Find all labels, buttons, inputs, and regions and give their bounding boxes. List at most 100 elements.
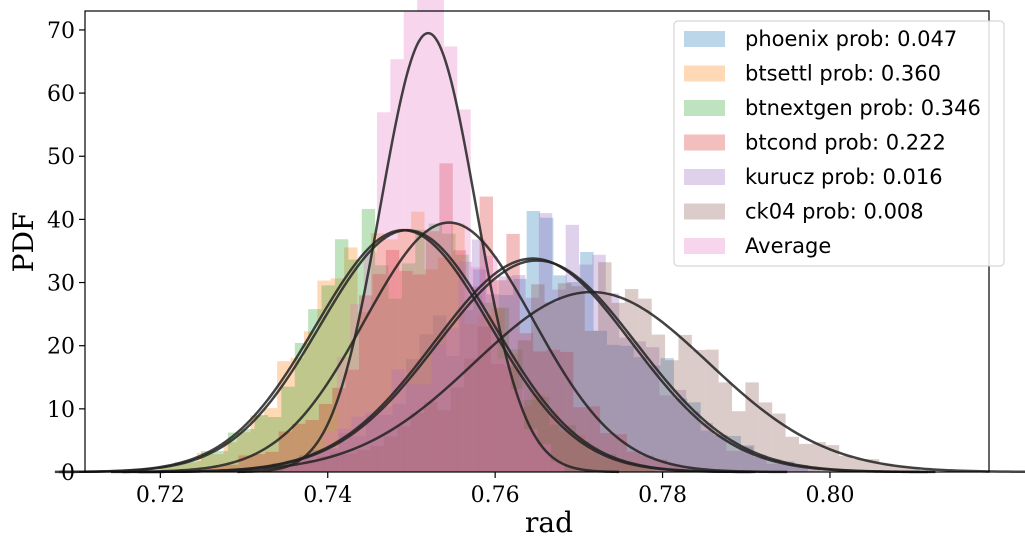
histogram-bar	[479, 196, 493, 472]
histogram-bar	[600, 432, 614, 472]
histogram-bar	[667, 464, 681, 472]
histogram-bar	[531, 284, 545, 472]
histogram-bar	[504, 366, 518, 472]
histogram-bar	[642, 467, 657, 472]
histogram-bar	[311, 450, 325, 472]
histogram-bar	[442, 233, 456, 472]
histogram-bar	[794, 465, 808, 472]
histogram-bar	[410, 413, 424, 472]
histogram-bar	[267, 417, 282, 472]
histogram-bar	[579, 264, 593, 472]
histogram-bar	[383, 436, 398, 472]
x-axis-title: rad	[525, 506, 573, 539]
histogram-phoenix-prob-0-047	[245, 211, 808, 472]
histogram-bar	[611, 302, 625, 472]
histogram-bar	[754, 456, 768, 472]
histogram-bar	[160, 466, 175, 472]
histogram-bar	[906, 467, 920, 472]
histogram-bar	[571, 286, 585, 472]
histogram-bar	[437, 257, 452, 472]
histogram-bar	[303, 460, 317, 472]
histogram-bar	[700, 430, 715, 472]
legend-entry-btsettl-prob-0-360: btsettl prob: 0.360	[684, 62, 941, 86]
histogram-bar	[485, 327, 499, 472]
histogram-bar	[473, 269, 487, 472]
histogram-bar	[445, 328, 459, 472]
histogram-bar	[345, 369, 360, 472]
histogram-bar	[580, 251, 594, 472]
y-tick-label: 10	[47, 398, 75, 423]
legend-frame	[673, 20, 1005, 267]
histogram-bar	[779, 463, 794, 472]
gaussian-curve-kurucz-prob-0-016	[137, 257, 928, 474]
histogram-bar	[718, 382, 733, 472]
legend-label: btnextgen prob: 0.346	[745, 96, 981, 120]
histogram-bar	[812, 442, 826, 472]
histogram-bar	[659, 395, 673, 472]
histogram-bar	[665, 360, 679, 472]
histogram-bar	[486, 294, 500, 472]
histogram-bar	[450, 387, 465, 472]
histogram-bar	[343, 453, 358, 472]
legend-entry-average: Average	[684, 234, 831, 258]
legend-swatch	[684, 238, 725, 254]
x-tick-label: 0.80	[805, 483, 854, 508]
histogram-bar	[498, 276, 513, 472]
histogram-bar	[457, 109, 471, 472]
histogram-bar	[324, 448, 338, 472]
histogram-bar	[477, 326, 491, 472]
histogram-btsettl-prob-0-360	[156, 211, 653, 472]
histogram-bar	[225, 464, 239, 472]
histogram-bar	[629, 464, 643, 472]
gaussian-curve-btcond-prob-0-222	[110, 221, 788, 474]
x-tick-label: 0.76	[471, 483, 520, 508]
histogram-bar	[478, 314, 492, 472]
histogram-bar	[879, 463, 893, 472]
legend-label: ck04 prob: 0.008	[745, 200, 924, 224]
histogram-bar	[526, 211, 541, 472]
histogram-bar	[533, 351, 547, 472]
x-axis-ticks: 0.72 0.74 0.76 0.78 0.80	[136, 472, 854, 508]
histogram-bar	[424, 401, 438, 472]
histogram-bar	[586, 406, 601, 472]
histogram-bar	[619, 337, 633, 472]
histogram-bar	[620, 345, 634, 472]
histogram-bar	[437, 410, 451, 472]
histogram-bar	[616, 461, 630, 472]
histogram-bar	[372, 274, 386, 472]
histogram-bar	[565, 224, 580, 472]
histogram-bar	[308, 309, 322, 472]
histogram-bar	[378, 406, 392, 472]
legend-label: btcond prob: 0.222	[745, 131, 946, 155]
histogram-bar	[589, 451, 603, 472]
histogram-bar	[766, 463, 780, 472]
histogram-bar	[806, 467, 821, 472]
histogram-bar	[411, 211, 425, 472]
histogram-bar	[404, 384, 419, 472]
histogram-bar	[392, 403, 407, 472]
y-axis-title: PDF	[7, 212, 40, 273]
histogram-bar	[459, 310, 474, 472]
histogram-bar	[852, 458, 866, 472]
histogram-bar	[781, 461, 795, 472]
y-tick-label: 40	[47, 208, 75, 233]
histogram-bar	[187, 461, 202, 472]
legend-swatch	[684, 65, 725, 82]
histogram-bar	[535, 396, 550, 472]
histogram-bar	[397, 228, 412, 472]
legend-label: kurucz prob: 0.016	[745, 165, 943, 189]
histogram-bar	[531, 394, 546, 472]
histogram-bar	[632, 341, 646, 472]
histogram-bar	[183, 462, 197, 472]
histogram-bar	[598, 457, 612, 472]
histogram-bar	[290, 357, 304, 472]
histogram-bar	[281, 386, 295, 472]
legend-swatch	[684, 31, 725, 47]
histogram-bar	[384, 239, 398, 472]
histogram-bar	[468, 295, 483, 472]
histogram-bar	[403, 11, 418, 472]
histogram-bar	[699, 423, 713, 472]
histogram-bar	[647, 365, 661, 472]
histogram-bar	[633, 357, 648, 472]
histogram-bar	[537, 444, 552, 472]
